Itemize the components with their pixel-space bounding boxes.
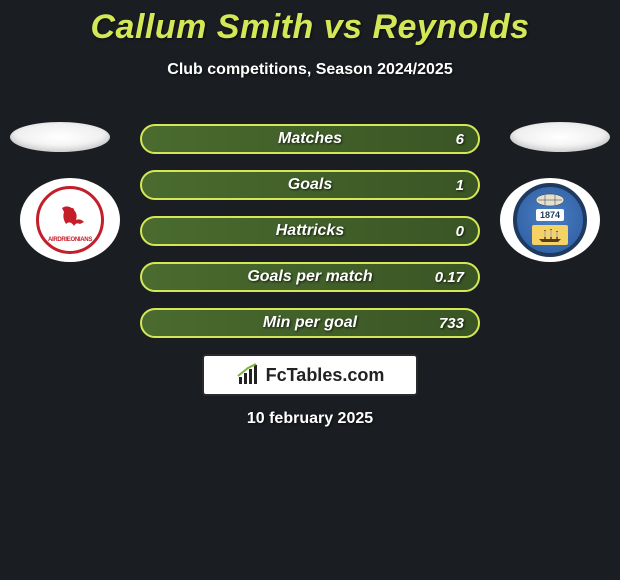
player-photo-right <box>510 122 610 152</box>
club-badge-right: 1874 <box>500 178 600 262</box>
stat-row-goals: Goals 1 <box>140 170 480 200</box>
date-label: 10 february 2025 <box>0 410 620 428</box>
club-badge-right-year: 1874 <box>536 209 564 221</box>
club-badge-left-text: AIRDRIEONIANS <box>48 237 92 243</box>
stat-value: 1 <box>456 177 464 194</box>
stat-row-goals-per-match: Goals per match 0.17 <box>140 262 480 292</box>
stat-label: Min per goal <box>142 314 478 332</box>
stat-label: Goals per match <box>142 268 478 286</box>
stat-label: Goals <box>142 176 478 194</box>
stat-row-min-per-goal: Min per goal 733 <box>140 308 480 338</box>
stat-value: 6 <box>456 131 464 148</box>
stat-value: 0.17 <box>435 269 464 286</box>
subtitle: Club competitions, Season 2024/2025 <box>0 61 620 79</box>
player-photo-left <box>10 122 110 152</box>
footer-logo[interactable]: FcTables.com <box>202 354 418 396</box>
stat-value: 0 <box>456 223 464 240</box>
stat-label: Matches <box>142 130 478 148</box>
footer-logo-text: FcTables.com <box>266 365 385 386</box>
club-badge-left: AIRDRIEONIANS <box>20 178 120 262</box>
page-title: Callum Smith vs Reynolds <box>0 0 620 47</box>
stats-container: Matches 6 Goals 1 Hattricks 0 Goals per … <box>140 124 480 354</box>
stat-row-matches: Matches 6 <box>140 124 480 154</box>
stat-label: Hattricks <box>142 222 478 240</box>
stat-value: 733 <box>439 315 464 332</box>
chart-icon <box>236 363 260 387</box>
club-crest-right-ball-icon <box>535 193 565 207</box>
club-crest-left-icon <box>50 200 90 240</box>
club-crest-right-ship-icon <box>532 225 568 245</box>
stat-row-hattricks: Hattricks 0 <box>140 216 480 246</box>
